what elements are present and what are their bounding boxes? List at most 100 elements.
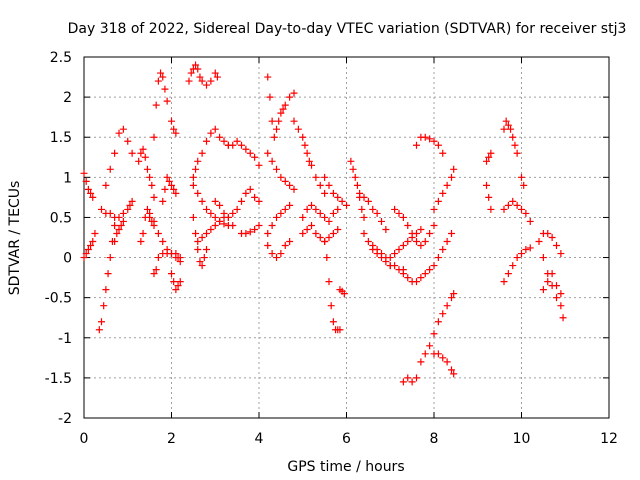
data-point bbox=[273, 213, 280, 221]
data-point bbox=[207, 209, 215, 217]
data-point bbox=[408, 234, 416, 241]
data-point bbox=[559, 314, 567, 322]
series-track-ap bbox=[430, 350, 458, 378]
data-point bbox=[98, 205, 105, 213]
data-point bbox=[323, 254, 331, 262]
data-point bbox=[251, 193, 259, 201]
data-point bbox=[299, 229, 307, 237]
data-point bbox=[421, 133, 429, 141]
data-point bbox=[176, 258, 184, 266]
data-point bbox=[80, 254, 88, 262]
series-track-at bbox=[500, 197, 534, 225]
data-point bbox=[281, 101, 289, 109]
data-point bbox=[485, 193, 493, 201]
data-point bbox=[421, 270, 429, 278]
data-point bbox=[270, 133, 278, 141]
data-point bbox=[137, 238, 145, 246]
data-point bbox=[378, 217, 385, 225]
data-point bbox=[238, 141, 245, 149]
data-point bbox=[544, 229, 552, 237]
data-point bbox=[430, 262, 438, 270]
data-point bbox=[439, 189, 447, 197]
data-point bbox=[290, 117, 298, 125]
data-point bbox=[356, 189, 364, 197]
series-track-o bbox=[189, 125, 232, 181]
data-point bbox=[161, 185, 169, 193]
data-point bbox=[325, 217, 333, 225]
data-point bbox=[439, 354, 447, 362]
data-point bbox=[373, 209, 381, 217]
data-point bbox=[325, 234, 333, 241]
data-point bbox=[135, 157, 143, 165]
data-point bbox=[434, 197, 442, 205]
y-tick-label: 2 bbox=[63, 90, 72, 106]
data-point bbox=[168, 181, 175, 189]
data-point bbox=[98, 318, 105, 326]
data-point bbox=[165, 177, 173, 185]
y-tick-label: -1 bbox=[58, 331, 72, 347]
x-tick-label: 4 bbox=[255, 431, 264, 447]
data-point bbox=[522, 209, 530, 217]
data-point bbox=[329, 318, 337, 326]
data-point bbox=[430, 205, 438, 213]
data-point bbox=[82, 177, 90, 185]
data-point bbox=[172, 189, 180, 197]
data-point bbox=[170, 125, 178, 133]
series-track-s bbox=[211, 185, 263, 221]
data-point bbox=[279, 105, 287, 113]
data-point bbox=[220, 220, 228, 228]
data-point bbox=[106, 165, 114, 173]
data-point bbox=[509, 133, 517, 141]
data-point bbox=[172, 286, 180, 294]
series-track-al bbox=[399, 229, 455, 286]
series-track-ar bbox=[483, 181, 495, 213]
data-point bbox=[159, 73, 167, 81]
data-point bbox=[194, 238, 202, 246]
data-point bbox=[404, 238, 412, 246]
data-point bbox=[290, 89, 298, 97]
data-point bbox=[303, 149, 311, 157]
data-point bbox=[255, 197, 263, 205]
data-point bbox=[277, 109, 285, 117]
data-point bbox=[518, 205, 525, 213]
data-point bbox=[102, 286, 110, 294]
series-track-an bbox=[430, 165, 458, 213]
data-point bbox=[102, 181, 110, 189]
data-point bbox=[111, 238, 119, 246]
data-point bbox=[443, 358, 451, 366]
data-point bbox=[338, 197, 346, 205]
data-point bbox=[143, 205, 151, 213]
data-point bbox=[305, 157, 313, 165]
data-point bbox=[80, 169, 88, 177]
data-point bbox=[430, 221, 438, 229]
data-point bbox=[364, 197, 372, 205]
data-point bbox=[264, 229, 272, 237]
data-point bbox=[391, 262, 399, 270]
data-point bbox=[321, 213, 329, 221]
data-point bbox=[417, 358, 425, 366]
data-point bbox=[163, 173, 171, 181]
data-point bbox=[417, 274, 425, 282]
data-point bbox=[321, 173, 329, 181]
data-point bbox=[207, 225, 215, 233]
series-track-ak bbox=[386, 225, 425, 262]
series-track-ao bbox=[399, 290, 458, 386]
data-point bbox=[264, 149, 272, 157]
data-point bbox=[198, 234, 206, 241]
data-point bbox=[448, 366, 455, 374]
data-point bbox=[327, 302, 335, 310]
data-point bbox=[211, 221, 219, 229]
data-point bbox=[128, 149, 136, 157]
data-point bbox=[364, 238, 372, 246]
data-point bbox=[268, 221, 276, 229]
data-point bbox=[553, 242, 560, 250]
data-point bbox=[404, 374, 412, 382]
data-point bbox=[185, 77, 193, 85]
data-point bbox=[87, 242, 95, 250]
series-track-q bbox=[189, 213, 210, 270]
data-point bbox=[329, 229, 337, 237]
data-point bbox=[192, 61, 200, 69]
data-point bbox=[196, 73, 204, 81]
data-point bbox=[443, 302, 451, 310]
data-point bbox=[137, 149, 145, 157]
